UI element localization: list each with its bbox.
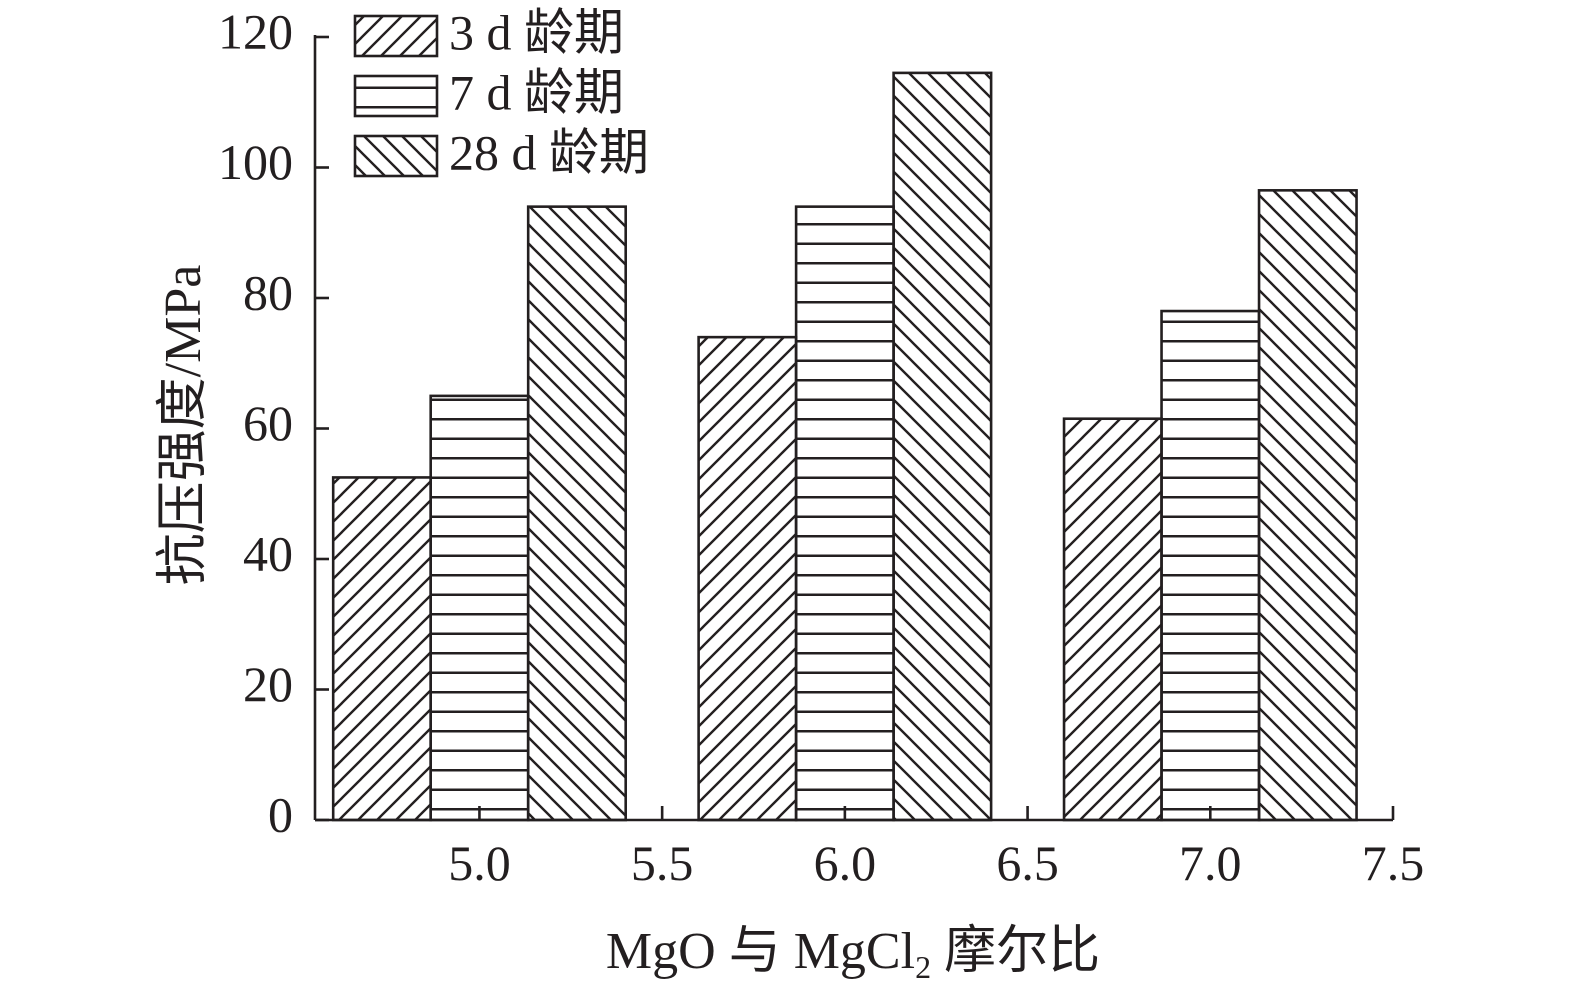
legend-label-28-d-龄期: 28 d 龄期 <box>449 124 649 180</box>
x-tick-label-6.5: 6.5 <box>996 835 1059 891</box>
legend-label-7-d-龄期: 7 d 龄期 <box>449 64 624 120</box>
x-tick-label-7.0: 7.0 <box>1179 835 1242 891</box>
legend-swatch-3-d-龄期 <box>353 14 439 58</box>
bar-28-d-龄期-7.0 <box>1257 189 1358 822</box>
x-tick-label-5.0: 5.0 <box>448 835 511 891</box>
legend-swatch-7-d-龄期 <box>353 74 439 118</box>
y-tick-label-120: 120 <box>218 3 293 59</box>
bar-7-d-龄期-7.0 <box>1160 309 1261 822</box>
y-tick-label-80: 80 <box>243 264 293 320</box>
y-tick-label-20: 20 <box>243 656 293 712</box>
bar-3-d-龄期-6.0 <box>697 335 798 822</box>
y-tick-label-0: 0 <box>268 786 293 842</box>
x-tick-label-6.0: 6.0 <box>814 835 877 891</box>
legend-swatch-28-d-龄期 <box>353 134 439 178</box>
x-tick-label-7.5: 7.5 <box>1362 835 1425 891</box>
bars-layer <box>331 71 1358 822</box>
bar-7-d-龄期-6.0 <box>794 205 895 822</box>
x-axis-title-subscript: 2 <box>915 949 931 985</box>
x-axis-title-main: MgO 与 MgCl <box>606 923 915 980</box>
bar-28-d-龄期-6.0 <box>892 71 993 822</box>
bar-3-d-龄期-5.0 <box>331 476 432 822</box>
axes-layer: 0 20 40 60 80 100 120 5.0 5.5 6.0 6.5 7.0 7.5 <box>218 3 1424 891</box>
x-tick-label-5.5: 5.5 <box>631 835 694 891</box>
bar-3-d-龄期-7.0 <box>1062 417 1163 822</box>
bar-28-d-龄期-5.0 <box>526 205 627 822</box>
legend-label-3-d-龄期: 3 d 龄期 <box>449 4 624 60</box>
y-tick-label-60: 60 <box>243 395 293 451</box>
y-tick-label-40: 40 <box>243 525 293 581</box>
y-axis-title: 抗压强度/MPa <box>155 265 212 586</box>
bar-7-d-龄期-5.0 <box>429 394 530 822</box>
x-axis-title-suffix: 摩尔比 <box>931 923 1100 980</box>
y-tick-label-100: 100 <box>218 134 293 190</box>
x-axis-title: MgO 与 MgCl2 摩尔比 <box>606 923 1100 985</box>
